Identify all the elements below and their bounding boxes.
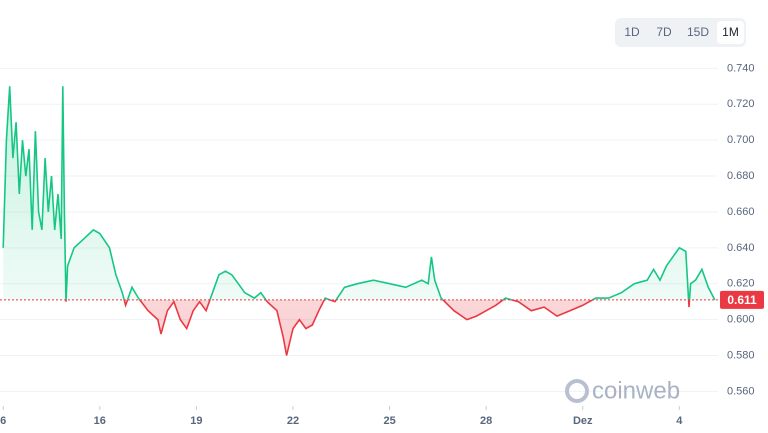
timeframe-button[interactable]: 1D	[624, 25, 640, 39]
timeframe-button[interactable]: 15D	[687, 25, 709, 39]
y-tick-label: 0.580	[727, 349, 755, 361]
x-tick-label: 16	[94, 415, 106, 427]
y-tick-label: 0.700	[727, 134, 755, 146]
area-up	[3, 86, 715, 300]
x-tick-label: 4	[676, 415, 683, 427]
x-tick-label: 25	[383, 415, 395, 427]
timeframe-button[interactable]: 7D	[656, 25, 672, 39]
timeframe-active-bg	[717, 21, 744, 44]
watermark-logo	[565, 379, 589, 403]
watermark: coinweb	[565, 377, 680, 404]
price-line-down	[65, 299, 715, 356]
y-tick-label: 0.560	[727, 385, 755, 397]
area-down	[65, 299, 715, 356]
y-tick-label: 0.680	[727, 170, 755, 182]
x-tick-label: 22	[287, 415, 299, 427]
x-tick-label: 19	[190, 415, 202, 427]
y-tick-label: 0.660	[727, 206, 755, 218]
y-tick-label: 0.620	[727, 278, 755, 290]
y-tick-label: 0.720	[727, 98, 755, 110]
timeframe-button[interactable]: 1M	[722, 25, 739, 39]
price-line-up	[2, 86, 716, 300]
y-tick-label: 0.740	[727, 62, 755, 74]
y-tick-label: 0.640	[727, 242, 755, 254]
x-tick-label: 6	[0, 415, 6, 427]
price-tag	[720, 290, 764, 309]
timeframe-bar	[615, 18, 746, 47]
x-tick-label: Dez	[573, 415, 593, 427]
watermark-text: coinweb	[592, 377, 680, 404]
price-tag-label: 0.611	[727, 293, 757, 307]
x-tick-label: 28	[480, 415, 492, 427]
y-tick-label: 0.600	[727, 314, 755, 326]
